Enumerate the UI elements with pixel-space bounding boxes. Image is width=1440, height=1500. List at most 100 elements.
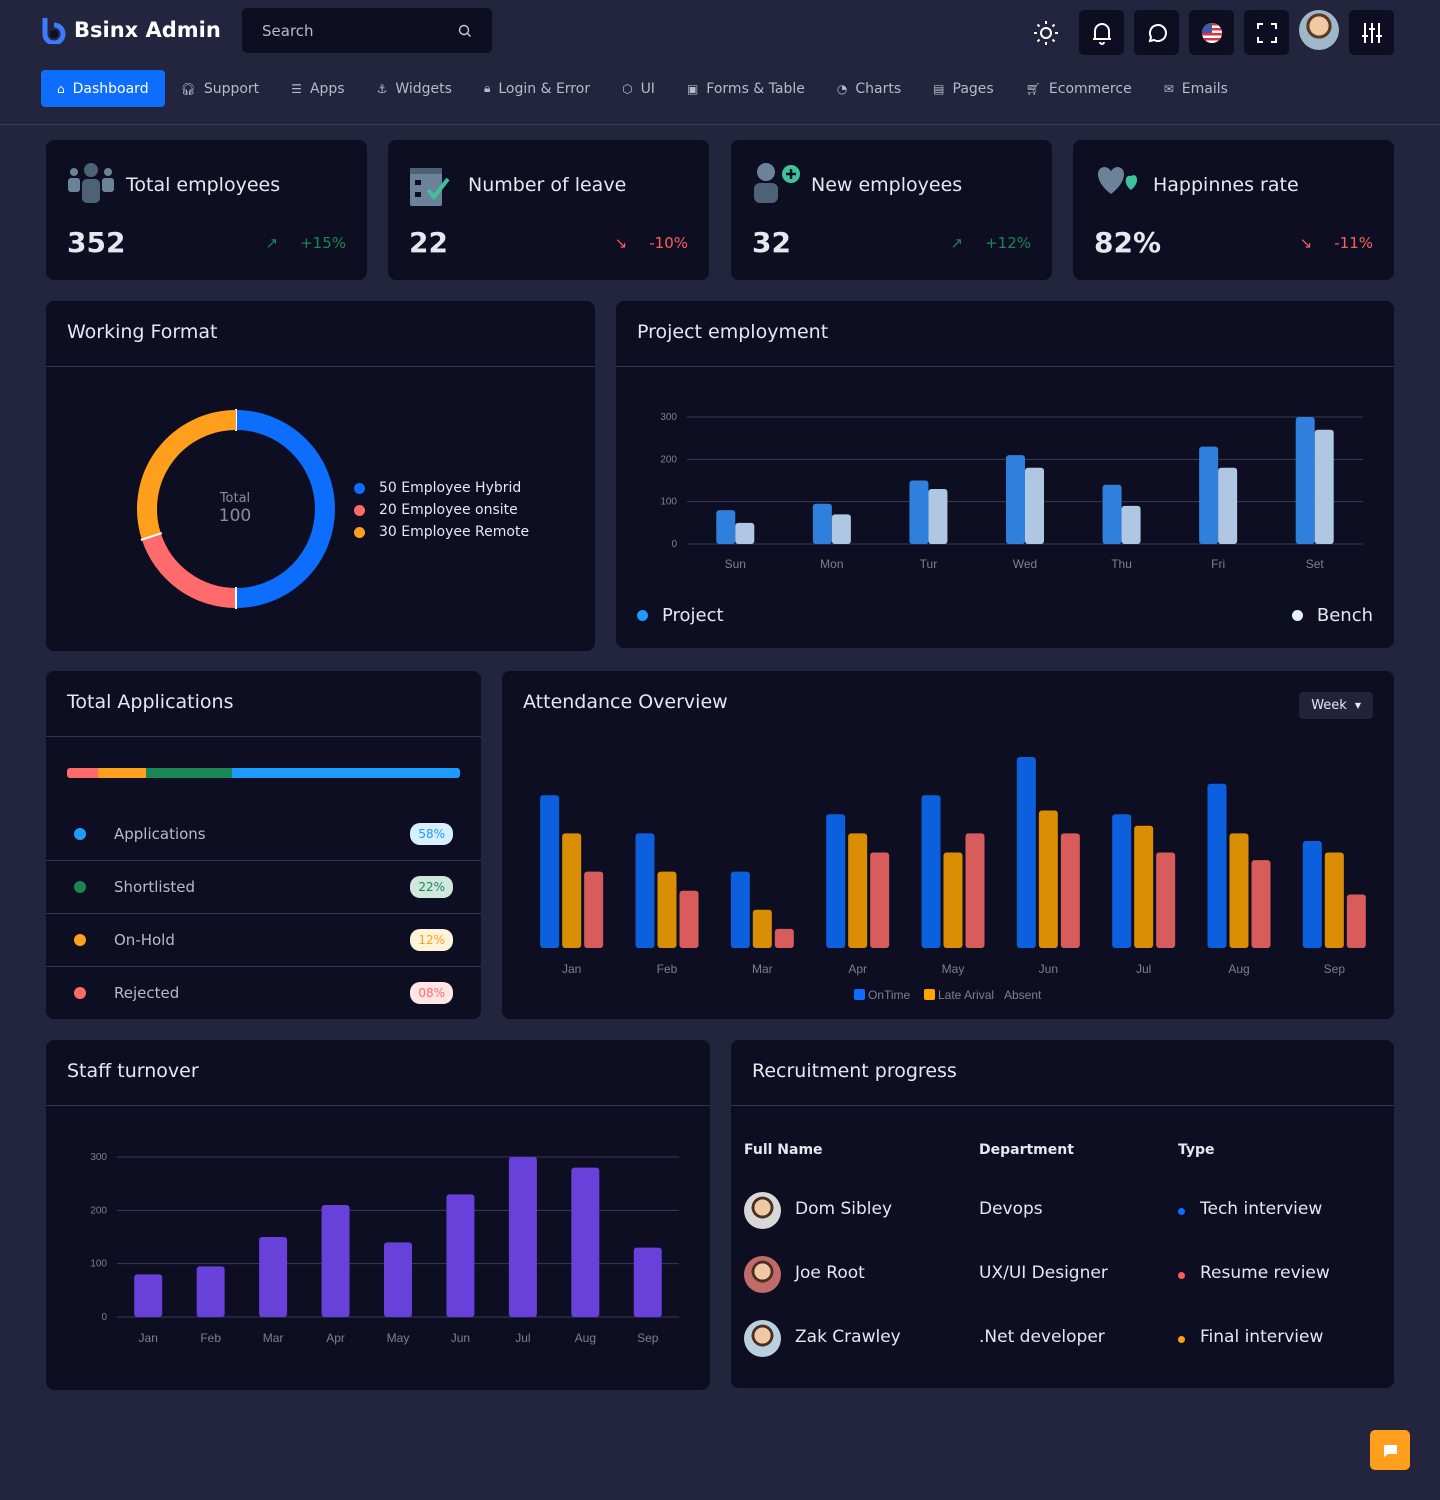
bar-absent[interactable] bbox=[774, 928, 794, 948]
brand-logo[interactable]: Bsinx Admin bbox=[42, 16, 221, 44]
nav-item-ui[interactable]: ⬡ UI bbox=[606, 70, 671, 107]
notifications-button[interactable] bbox=[1079, 10, 1124, 55]
column-header[interactable]: Type bbox=[1178, 1142, 1215, 1158]
bar-ontime[interactable] bbox=[826, 814, 846, 948]
avatar[interactable] bbox=[1299, 10, 1339, 50]
column-header[interactable]: Department bbox=[979, 1142, 1074, 1158]
bar-bench[interactable] bbox=[831, 514, 851, 544]
legend-item[interactable]: 50 Employee Hybrid bbox=[354, 480, 529, 496]
bar-absent[interactable] bbox=[1060, 833, 1080, 948]
legend-dot bbox=[637, 610, 648, 621]
chat-support-button[interactable] bbox=[1370, 1430, 1410, 1470]
bar-bench[interactable] bbox=[735, 522, 755, 544]
bar-bench[interactable] bbox=[1121, 505, 1141, 544]
settings-button[interactable] bbox=[1349, 10, 1394, 55]
bar-ontime[interactable] bbox=[635, 833, 655, 948]
nav-label: Support bbox=[203, 80, 260, 97]
bar-ontime[interactable] bbox=[921, 795, 941, 948]
bar-value[interactable] bbox=[259, 1237, 288, 1317]
bar-late-arival[interactable] bbox=[943, 852, 963, 949]
nav-item-charts[interactable]: ◔ Charts bbox=[821, 70, 917, 107]
legend-project[interactable]: Project bbox=[637, 605, 724, 626]
column-header[interactable]: Full Name bbox=[744, 1142, 823, 1158]
messages-button[interactable] bbox=[1134, 10, 1179, 55]
nav-item-dashboard[interactable]: ⌂ Dashboard bbox=[41, 70, 165, 107]
legend-label[interactable]: Absent bbox=[1004, 988, 1042, 1002]
staff-turnover-bar-chart: 0 100 200 300 Jan Feb Mar Apr May Jun Jul Aug Sep bbox=[90, 1152, 679, 1345]
fullscreen-button[interactable] bbox=[1244, 10, 1289, 55]
bar-ontime[interactable] bbox=[1016, 757, 1036, 948]
bar-value[interactable] bbox=[196, 1266, 225, 1317]
bar-value[interactable] bbox=[633, 1247, 662, 1317]
bar-absent[interactable] bbox=[870, 852, 890, 949]
bar-value[interactable] bbox=[446, 1194, 475, 1317]
bar-late-arival[interactable] bbox=[562, 833, 582, 948]
nav-item-ecommerce[interactable]: 🛒︎ Ecommerce bbox=[1010, 70, 1148, 107]
bar-bench[interactable] bbox=[1218, 467, 1238, 544]
nav-label: UI bbox=[640, 80, 655, 97]
sun-icon[interactable] bbox=[1033, 20, 1059, 50]
stat-value: 32 bbox=[752, 226, 791, 259]
bar-late-arival[interactable] bbox=[752, 909, 772, 948]
language-button[interactable] bbox=[1189, 10, 1234, 55]
bar-project[interactable] bbox=[812, 503, 832, 544]
bar-bench[interactable] bbox=[1025, 467, 1044, 544]
nav-item-widgets[interactable]: ⚓︎ Widgets bbox=[361, 70, 468, 107]
legend-label[interactable]: Late Arival bbox=[938, 988, 994, 1002]
nav-item-login-error[interactable]: 🔒︎ Login & Error bbox=[468, 70, 606, 107]
nav-item-support[interactable]: 🎧︎ Support bbox=[165, 70, 276, 107]
bar-value[interactable] bbox=[321, 1205, 350, 1317]
nav-item-forms-table[interactable]: ▣ Forms & Table bbox=[671, 70, 821, 107]
bar-project[interactable] bbox=[1006, 455, 1025, 544]
nav-label: Forms & Table bbox=[706, 80, 805, 97]
search-input[interactable]: Search bbox=[242, 8, 492, 53]
bar-late-arival[interactable] bbox=[1229, 833, 1249, 948]
legend-item[interactable]: 30 Employee Remote bbox=[354, 524, 529, 540]
application-status-row[interactable]: Shortlisted 22% bbox=[46, 861, 481, 914]
bar-value[interactable] bbox=[571, 1167, 600, 1317]
bar-absent[interactable] bbox=[679, 890, 699, 948]
bar-project[interactable] bbox=[909, 480, 929, 545]
bar-project[interactable] bbox=[1295, 417, 1315, 544]
period-dropdown[interactable]: Week ▼ bbox=[1299, 692, 1373, 719]
bar-late-arival[interactable] bbox=[848, 833, 868, 948]
application-status-row[interactable]: On-Hold 12% bbox=[46, 914, 481, 967]
nav-item-pages[interactable]: ▤ Pages bbox=[917, 70, 1010, 107]
bar-value[interactable] bbox=[384, 1242, 412, 1317]
bar-late-arival[interactable] bbox=[1038, 810, 1058, 948]
nav-item-apps[interactable]: ☰ Apps bbox=[275, 70, 360, 107]
x-tick-label: Tur bbox=[920, 557, 938, 571]
bar-bench[interactable] bbox=[1314, 429, 1334, 544]
donut-center-value: 100 bbox=[218, 506, 252, 526]
donut-slice[interactable] bbox=[141, 533, 237, 608]
bar-late-arival[interactable] bbox=[657, 871, 677, 948]
bar-absent[interactable] bbox=[1346, 894, 1366, 948]
bar-ontime[interactable] bbox=[730, 871, 750, 948]
bar-project[interactable] bbox=[1102, 484, 1122, 544]
bar-late-arival[interactable] bbox=[1134, 825, 1154, 948]
bar-late-arival[interactable] bbox=[1324, 852, 1344, 949]
bar-value[interactable] bbox=[134, 1274, 163, 1317]
bar-ontime[interactable] bbox=[1112, 814, 1132, 948]
bar-absent[interactable] bbox=[965, 833, 985, 948]
bar-project[interactable] bbox=[1199, 446, 1219, 544]
bar-absent[interactable] bbox=[1156, 852, 1176, 949]
nav-item-emails[interactable]: ✉ Emails bbox=[1148, 70, 1244, 107]
bar-project[interactable] bbox=[716, 510, 736, 544]
status-label: Rejected bbox=[114, 983, 180, 1002]
legend-item[interactable]: 20 Employee onsite bbox=[354, 502, 529, 518]
bar-absent[interactable] bbox=[584, 871, 604, 948]
bar-ontime[interactable] bbox=[540, 795, 560, 948]
legend-bench[interactable]: Bench bbox=[1291, 605, 1373, 626]
application-status-row[interactable]: Applications 58% bbox=[46, 808, 481, 861]
donut-slice[interactable] bbox=[137, 410, 237, 540]
application-status-row[interactable]: Rejected 08% bbox=[46, 966, 481, 1019]
legend-label[interactable]: OnTime bbox=[868, 988, 911, 1002]
bar-ontime[interactable] bbox=[1302, 841, 1322, 948]
bar-ontime[interactable] bbox=[1207, 783, 1227, 948]
bar-bench[interactable] bbox=[928, 488, 948, 544]
donut-slice[interactable] bbox=[235, 410, 335, 608]
bar-value[interactable] bbox=[508, 1157, 537, 1317]
main-nav: ⌂ Dashboard 🎧︎ Support ☰ Apps ⚓︎ Widgets 🔒︎ Login… bbox=[41, 70, 1244, 107]
bar-absent[interactable] bbox=[1251, 860, 1271, 948]
